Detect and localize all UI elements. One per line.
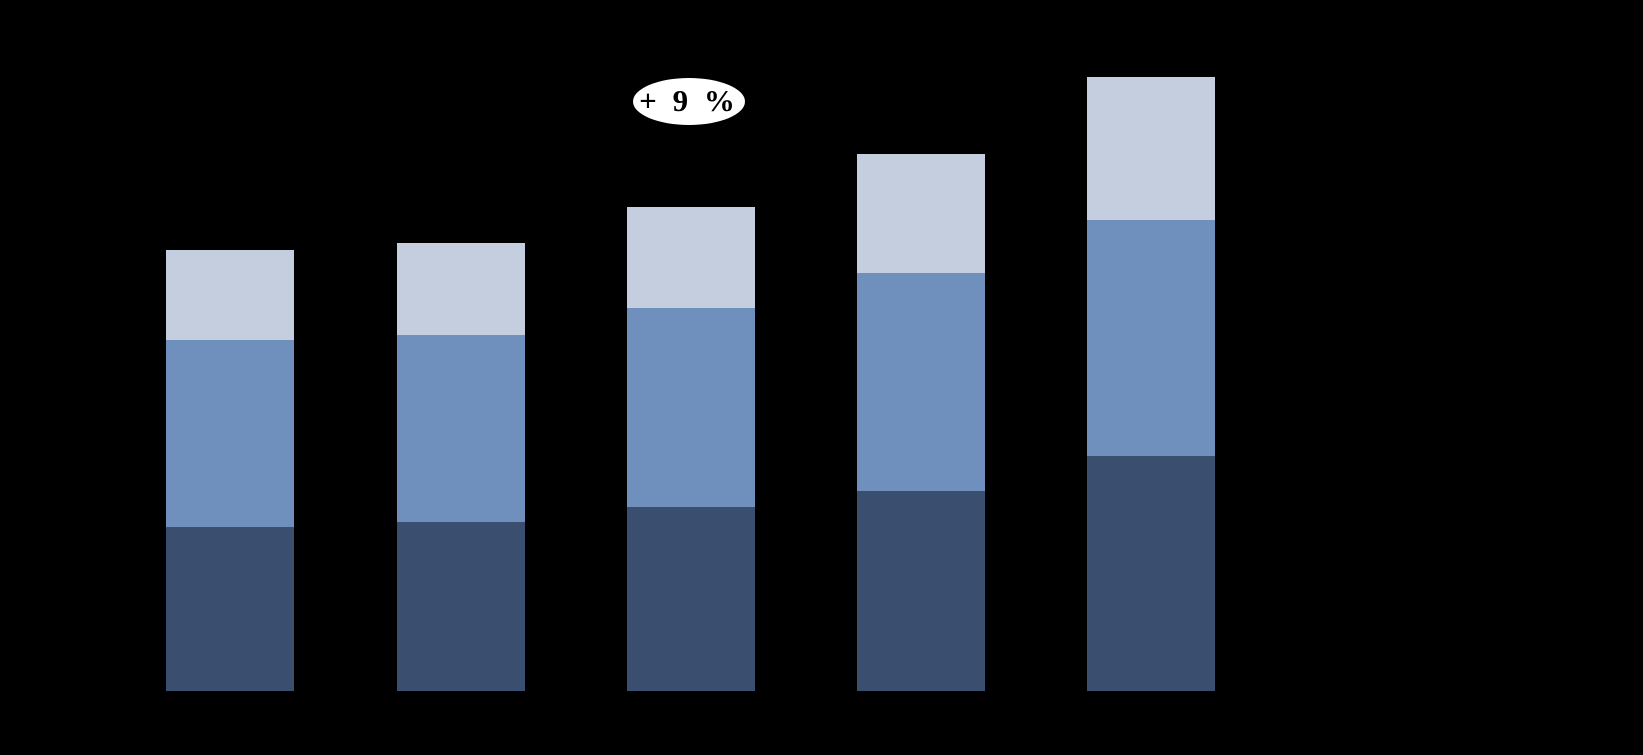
bar-3-bottom-segment-dark-blue: [626, 507, 755, 691]
bar-3-middle-segment-medium-blue: [626, 307, 755, 507]
bar-5-middle-segment-medium-blue: [1087, 220, 1215, 456]
bar-1-bottom-segment-dark-blue: [166, 527, 294, 691]
bar-1-middle-segment-medium-blue: [166, 340, 294, 527]
bar-2-middle-segment-medium-blue: [396, 335, 525, 522]
growth-annotation-ellipse: + 9 %: [633, 78, 745, 125]
bar-2-top-segment-light-blue: [396, 243, 525, 335]
bar-5-top-segment-light-blue: [1087, 77, 1215, 220]
bar-4-middle-segment-medium-blue: [857, 272, 985, 491]
growth-annotation-text: + 9 %: [639, 83, 739, 118]
bar-2-bottom-segment-dark-blue: [396, 522, 525, 691]
bar-3-top-segment-light-blue: [626, 207, 755, 308]
bar-4-bottom-segment-dark-blue: [857, 491, 985, 691]
bar-5-bottom-segment-dark-blue: [1087, 456, 1215, 691]
bar-1-top-segment-light-blue: [166, 250, 294, 340]
bar-4-top-segment-light-blue: [857, 154, 985, 273]
